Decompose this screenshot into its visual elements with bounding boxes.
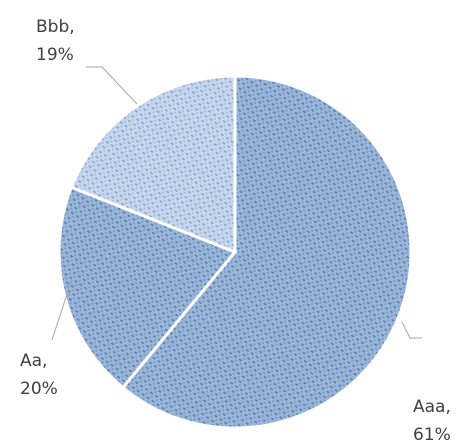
pie-slice-aa	[57, 185, 238, 390]
leader-lines	[51, 66, 422, 341]
data-label-percent-aaa: 61%	[413, 425, 451, 444]
pie-slice-bbb	[69, 74, 237, 255]
data-label-percent-aa: 20%	[20, 379, 58, 399]
data-labels: Aaa, 61% Aa, 20% Bbb, 19%	[20, 17, 451, 444]
leader-line-aa	[51, 281, 72, 341]
data-label-percent-bbb: 19%	[36, 45, 74, 65]
data-label-name-aa: Aa,	[20, 351, 47, 371]
data-label-name-aaa: Aaa,	[413, 397, 451, 417]
data-label-name-bbb: Bbb,	[36, 17, 75, 37]
leader-line-aaa	[401, 321, 422, 339]
pie-slice-aaa	[120, 74, 413, 430]
leader-line-bbb	[86, 66, 138, 105]
pie-slices	[57, 74, 413, 430]
